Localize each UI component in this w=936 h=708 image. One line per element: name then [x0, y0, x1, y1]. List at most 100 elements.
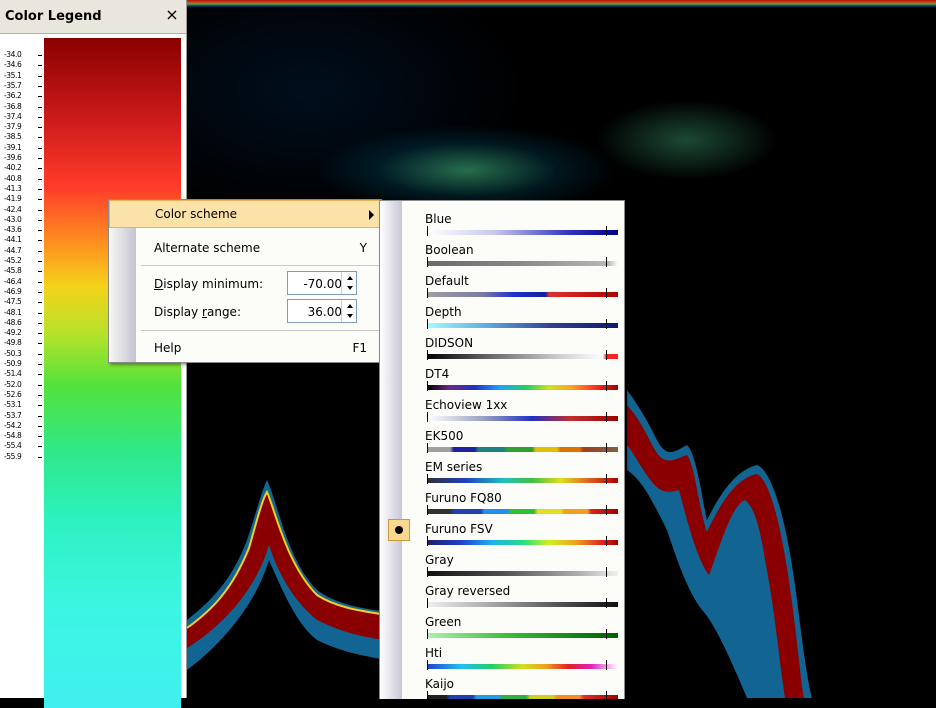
legend-tick: -34.0	[0, 50, 44, 65]
gradient-end-marker	[606, 288, 607, 298]
display-minimum-spinbox[interactable]: -70.00	[287, 271, 357, 295]
scheme-name: DT4	[425, 367, 450, 381]
legend-tick-mark	[38, 364, 42, 365]
legend-tick-label: -49.8	[4, 338, 22, 348]
scheme-item-gray-reversed[interactable]: Gray reversed	[380, 577, 624, 608]
scheme-item-furuno-fq80[interactable]: Furuno FQ80	[380, 484, 624, 515]
scheme-item-depth[interactable]: Depth	[380, 298, 624, 329]
scheme-item-echoview-1xx[interactable]: Echoview 1xx	[380, 391, 624, 422]
scheme-gradient-bar	[427, 350, 618, 360]
gradient-start-marker	[427, 474, 428, 484]
legend-tick: -48.1	[0, 308, 44, 323]
legend-tick-mark	[38, 219, 42, 221]
scheme-item-kaijo[interactable]: Kaijo	[380, 670, 624, 699]
gradient-end-marker	[606, 598, 607, 608]
legend-tick: -41.3	[0, 184, 44, 199]
display-range-spinbox[interactable]: 36.00	[287, 299, 357, 323]
legend-tick-mark	[38, 147, 42, 149]
legend-tick: -40.8	[0, 174, 44, 189]
legend-tick-mark	[38, 436, 42, 438]
scheme-name: Furuno FQ80	[425, 491, 502, 505]
scheme-name: Depth	[425, 305, 462, 319]
legend-tick: -39.1	[0, 143, 44, 158]
seabed-left-band	[187, 492, 387, 648]
legend-tick: -44.1	[0, 235, 44, 250]
legend-tick-mark	[38, 158, 42, 159]
legend-tick-label: -48.1	[4, 307, 22, 317]
legend-tick-label: -50.3	[4, 348, 22, 358]
scheme-item-boolean[interactable]: Boolean	[380, 236, 624, 267]
gradient-end-marker	[606, 443, 607, 453]
legend-tick: -41.9	[0, 194, 44, 209]
legend-tick: -38.5	[0, 132, 44, 147]
legend-tick-mark	[38, 75, 42, 77]
close-icon[interactable]: ×	[165, 5, 179, 24]
spin-down-icon[interactable]	[347, 286, 353, 290]
scheme-name: Kaijo	[425, 677, 455, 691]
gradient-start-marker	[427, 660, 428, 670]
legend-tick: -47.5	[0, 297, 44, 312]
selected-indicator	[388, 519, 410, 541]
legend-tick: -39.6	[0, 153, 44, 168]
scheme-name: Green	[425, 615, 462, 629]
scheme-item-blue[interactable]: Blue	[380, 205, 624, 236]
legend-tick-mark	[38, 85, 42, 87]
gradient-end-marker	[606, 629, 607, 639]
legend-tick: -51.4	[0, 369, 44, 384]
spinner-buttons[interactable]	[341, 272, 356, 294]
menu-item-shortcut: F1	[352, 341, 367, 355]
gradient-start-marker	[427, 536, 428, 546]
legend-tick: -50.9	[0, 359, 44, 374]
scheme-gradient-bar	[427, 412, 618, 422]
scheme-item-default[interactable]: Default	[380, 267, 624, 298]
scheme-item-furuno-fsv[interactable]: Furuno FSV	[380, 515, 624, 546]
menu-item-label: Color scheme	[155, 207, 238, 221]
scheme-gradient-bar	[427, 381, 618, 391]
legend-tick-label: -54.8	[4, 431, 22, 441]
menu-item-help[interactable]: Help F1	[109, 334, 381, 362]
legend-tick-label: -51.4	[4, 369, 22, 379]
legend-tick-mark	[38, 178, 42, 180]
spin-up-icon[interactable]	[347, 276, 353, 280]
legend-tick-mark	[38, 343, 42, 345]
legend-tick-mark	[38, 312, 42, 314]
legend-tick-label: -43.0	[4, 214, 22, 224]
seabed-right-band	[627, 405, 804, 698]
legend-tick-label: -34.0	[4, 50, 22, 59]
spinner-buttons[interactable]	[341, 300, 356, 322]
legend-tick-label: -37.4	[4, 111, 22, 121]
legend-tick-mark	[38, 199, 42, 201]
menu-item-alternate-scheme[interactable]: Alternate scheme Y	[109, 234, 381, 262]
legend-tick-label: -41.9	[4, 194, 22, 204]
display-range-value[interactable]: 36.00	[307, 305, 342, 319]
scheme-item-dt4[interactable]: DT4	[380, 360, 624, 391]
spin-up-icon[interactable]	[347, 304, 353, 308]
gradient-end-marker	[606, 567, 607, 577]
legend-tick-mark	[38, 240, 42, 242]
scheme-item-gray[interactable]: Gray	[380, 546, 624, 577]
echogram-seabed-svg	[187, 390, 812, 698]
gradient-end-marker	[606, 226, 607, 236]
spin-down-icon[interactable]	[347, 314, 353, 318]
legend-tick-mark	[38, 353, 42, 355]
scheme-item-em-series[interactable]: EM series	[380, 453, 624, 484]
legend-tick-label: -50.9	[4, 359, 22, 368]
scheme-gradient-bar	[427, 319, 618, 329]
legend-tick: -42.4	[0, 205, 44, 220]
legend-tick-mark	[38, 333, 42, 335]
scheme-name: Echoview 1xx	[425, 398, 508, 412]
menu-separator	[141, 265, 379, 266]
scheme-item-ek500[interactable]: EK500	[380, 422, 624, 453]
scheme-item-hti[interactable]: Hti	[380, 639, 624, 670]
menu-item-color-scheme[interactable]: Color scheme	[109, 200, 381, 228]
legend-tick-mark	[38, 281, 42, 283]
legend-tick: -37.4	[0, 112, 44, 127]
scheme-item-didson[interactable]: DIDSON	[380, 329, 624, 360]
display-minimum-value[interactable]: -70.00	[303, 277, 342, 291]
legend-tick-label: -39.1	[4, 142, 22, 152]
gradient-start-marker	[427, 350, 428, 360]
legend-tick-label: -48.6	[4, 317, 22, 327]
legend-tick: -48.6	[0, 318, 44, 333]
scheme-gradient-bar	[427, 505, 618, 515]
scheme-item-green[interactable]: Green	[380, 608, 624, 639]
